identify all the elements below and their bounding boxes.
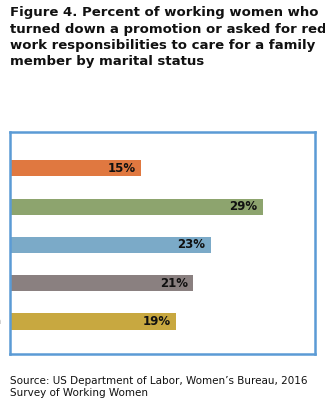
Text: 23%: 23% <box>177 238 205 252</box>
Bar <box>10 275 193 291</box>
Text: 21%: 21% <box>160 277 188 290</box>
Bar <box>10 160 141 176</box>
Text: 19%: 19% <box>142 315 170 328</box>
Bar <box>10 198 263 215</box>
Text: 29%: 29% <box>229 200 258 213</box>
Text: 15%: 15% <box>107 162 136 175</box>
Text: Source: US Department of Labor, Women’s Bureau, 2016
Survey of Working Women: Source: US Department of Labor, Women’s … <box>10 376 307 398</box>
Bar <box>10 314 176 330</box>
Text: Figure 4. Percent of working women who
turned down a promotion or asked for redu: Figure 4. Percent of working women who t… <box>10 6 325 68</box>
Bar <box>10 237 211 253</box>
